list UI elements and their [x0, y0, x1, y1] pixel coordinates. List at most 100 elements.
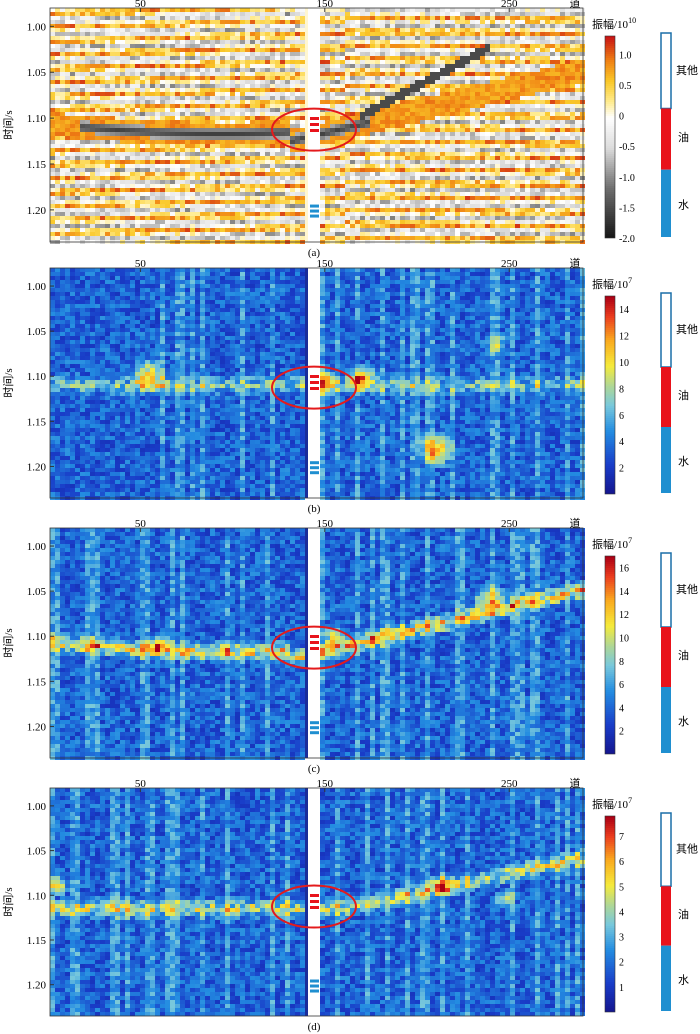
oil-layer: [310, 900, 319, 903]
y-axis-label: 时间/s: [2, 628, 15, 657]
colorbar-tick-label: 4: [619, 437, 624, 448]
oil-layer: [310, 641, 319, 644]
water-layer: [310, 990, 319, 993]
x-tick-label: 50: [135, 0, 147, 10]
colorbar-tick-label: 4: [619, 703, 624, 714]
panel-a: 50 150 250 道1.001.051.101.151.20时间/s(a)1.00…: [2, 0, 698, 259]
x-tick-label: 50: [135, 778, 147, 790]
panel-caption: (c): [308, 763, 321, 775]
legend-other-swatch: [661, 33, 671, 108]
legend-water-label: 水: [678, 715, 689, 728]
colorbar-tick-label: 10: [619, 358, 629, 369]
colorbar-title: 振幅/1010: [592, 16, 636, 31]
colorbar-tick-label: 0.5: [619, 81, 632, 92]
legend-other-label: 其他: [676, 843, 698, 856]
colorbar-title: 振幅/107: [592, 276, 632, 291]
oil-layer: [310, 647, 319, 650]
y-tick-label: 1.05: [27, 586, 47, 598]
legend-water-swatch: [661, 687, 671, 753]
y-tick-label: 1.10: [27, 631, 47, 643]
water-layer: [310, 721, 319, 724]
legend-other-swatch: [661, 813, 671, 886]
colorbar-tick-label: 2: [619, 958, 624, 969]
panel-b: 50 150 250 道1.001.051.101.151.20时间/s(b)1412…: [2, 256, 698, 515]
water-layer: [310, 205, 319, 208]
x-axis-label: 道: [570, 256, 581, 270]
legend-oil-swatch: [661, 108, 671, 169]
colorbar-tick-label: 10: [619, 634, 629, 645]
legend-other-swatch: [661, 553, 671, 627]
x-tick-label: 150: [317, 778, 334, 790]
x-tick-label: 150: [317, 0, 334, 10]
legend-oil-label: 油: [678, 648, 689, 662]
oil-layer: [310, 894, 319, 897]
oil-layer: [310, 123, 319, 126]
y-axis-label: 时间/s: [2, 110, 15, 139]
oil-layer: [310, 117, 319, 120]
oil-layer: [310, 387, 319, 390]
legend-oil-label: 油: [678, 130, 689, 144]
x-tick-label: 150: [317, 518, 334, 530]
legend-water-swatch: [661, 946, 671, 1011]
y-tick-label: 1.00: [27, 801, 47, 813]
colorbar-tick-label: 14: [619, 305, 629, 316]
x-tick-label: 50: [135, 518, 147, 530]
x-tick-label: 150: [317, 258, 334, 270]
water-layer: [310, 726, 319, 729]
panel-caption: (b): [308, 503, 321, 515]
colorbar-tick-label: 2: [619, 727, 624, 738]
colorbar-tick-label: -1.0: [619, 173, 635, 184]
y-tick-label: 1.20: [27, 721, 47, 733]
water-layer: [310, 461, 319, 464]
x-axis-label: 道: [570, 776, 581, 790]
x-tick-label: 250: [501, 518, 518, 530]
legend-other-label: 其他: [676, 323, 698, 336]
y-tick-label: 1.20: [27, 461, 47, 473]
legend-water-label: 水: [678, 198, 689, 211]
legend-water-swatch: [661, 427, 671, 493]
oil-layer: [310, 906, 319, 909]
x-axis-label: 道: [570, 0, 581, 10]
oil-layer: [310, 129, 319, 132]
x-axis-label: 道: [570, 516, 581, 530]
colorbar-tick-label: 14: [619, 587, 629, 598]
y-tick-label: 1.05: [27, 326, 47, 338]
x-tick-label: 250: [501, 258, 518, 270]
legend-other-label: 其他: [676, 583, 698, 596]
legend-water-label: 水: [678, 455, 689, 468]
water-layer: [310, 215, 319, 218]
water-layer: [310, 985, 319, 988]
y-tick-label: 1.05: [27, 846, 47, 858]
panel-caption: (d): [308, 1021, 321, 1033]
y-tick-label: 1.05: [27, 67, 47, 79]
y-tick-label: 1.20: [27, 980, 47, 992]
colorbar-tick-label: -2.0: [619, 234, 635, 245]
colorbar-tick-label: 5: [619, 882, 624, 893]
y-axis-label: 时间/s: [2, 368, 15, 397]
legend-oil-swatch: [661, 627, 671, 687]
colorbar-tick-label: 6: [619, 680, 624, 691]
legend-oil-swatch: [661, 367, 671, 427]
legend-water-swatch: [661, 170, 671, 237]
x-tick-label: 50: [135, 258, 147, 270]
water-layer: [310, 731, 319, 734]
y-tick-label: 1.20: [27, 205, 47, 217]
colorbar-tick-label: 1.0: [619, 50, 632, 61]
colorbar-title: 振幅/107: [592, 536, 632, 551]
panel-c: 50 150 250 道1.001.051.101.151.20时间/s(c)1614…: [2, 516, 698, 775]
legend-other-label: 其他: [676, 64, 698, 77]
water-layer: [310, 471, 319, 474]
x-tick-label: 250: [501, 778, 518, 790]
y-tick-label: 1.15: [27, 935, 47, 947]
colorbar-tick-label: 8: [619, 384, 624, 395]
colorbar-tick-label: 7: [619, 832, 624, 843]
y-tick-label: 1.00: [27, 541, 47, 553]
y-axis-label: 时间/s: [2, 887, 15, 916]
colorbar-tick-label: -1.5: [619, 203, 635, 214]
y-tick-label: 1.00: [27, 21, 47, 33]
